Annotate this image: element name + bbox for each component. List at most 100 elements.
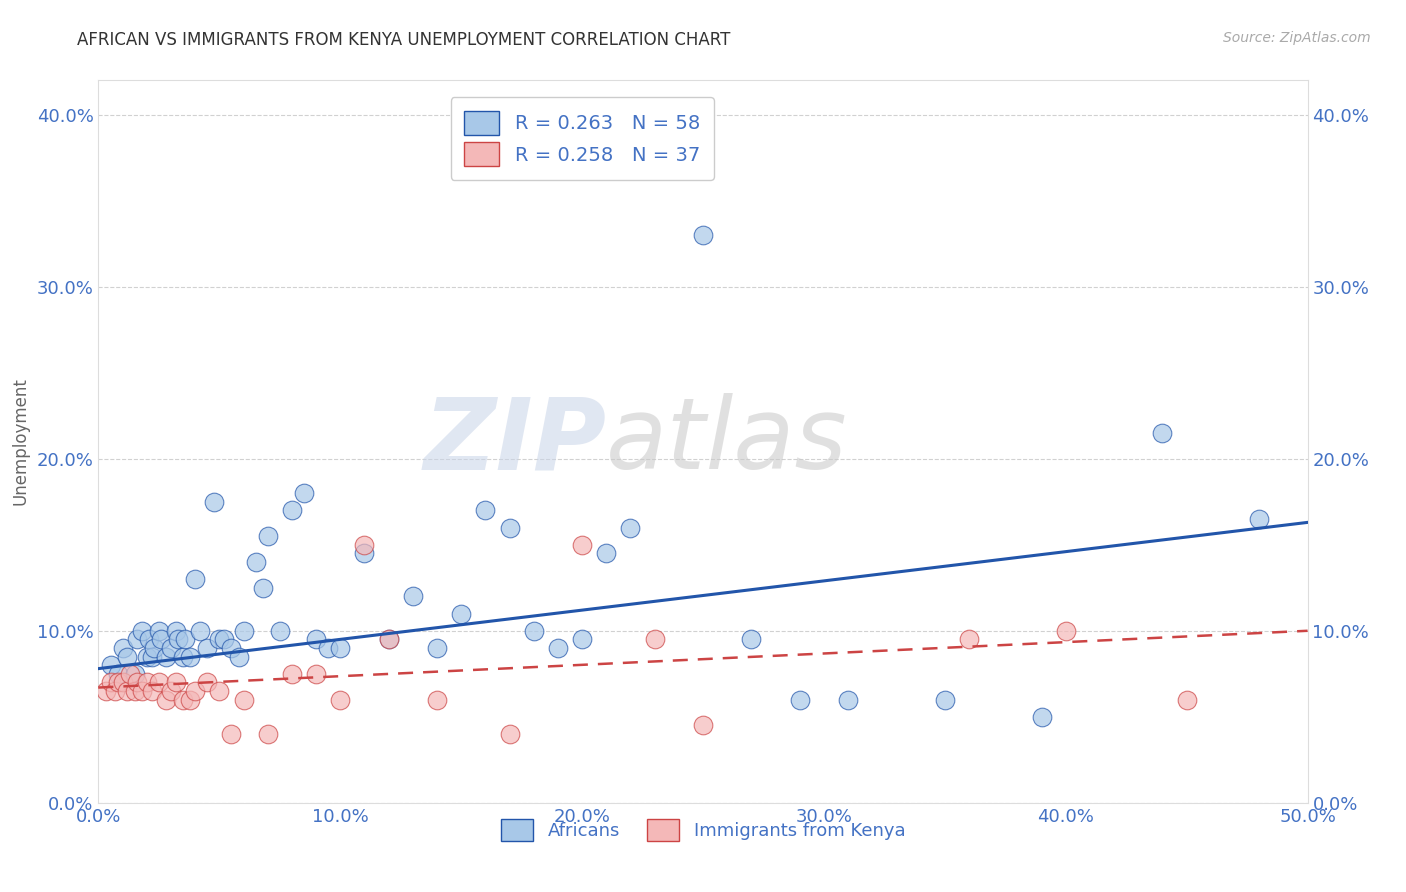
Point xyxy=(141,649,163,664)
Point xyxy=(221,640,243,655)
Point xyxy=(353,546,375,560)
Point xyxy=(179,692,201,706)
Point xyxy=(131,624,153,638)
Point xyxy=(450,607,472,621)
Point xyxy=(107,675,129,690)
Point xyxy=(135,649,157,664)
Point xyxy=(1031,710,1053,724)
Point xyxy=(547,640,569,655)
Point xyxy=(1175,692,1198,706)
Point xyxy=(131,684,153,698)
Point xyxy=(377,632,399,647)
Text: ZIP: ZIP xyxy=(423,393,606,490)
Point xyxy=(353,538,375,552)
Point xyxy=(172,692,194,706)
Point xyxy=(316,640,339,655)
Point xyxy=(155,649,177,664)
Point xyxy=(204,494,226,508)
Point xyxy=(221,727,243,741)
Point xyxy=(111,640,134,655)
Point xyxy=(208,632,231,647)
Point xyxy=(571,632,593,647)
Point xyxy=(188,624,211,638)
Point xyxy=(208,684,231,698)
Point xyxy=(184,684,207,698)
Point xyxy=(245,555,267,569)
Point xyxy=(305,666,328,681)
Text: atlas: atlas xyxy=(606,393,848,490)
Point xyxy=(498,727,520,741)
Point xyxy=(292,486,315,500)
Point xyxy=(281,503,304,517)
Point xyxy=(195,640,218,655)
Point xyxy=(329,692,352,706)
Point xyxy=(143,640,166,655)
Point xyxy=(127,675,149,690)
Point xyxy=(135,675,157,690)
Point xyxy=(160,640,183,655)
Point xyxy=(426,640,449,655)
Point xyxy=(692,718,714,732)
Point xyxy=(184,572,207,586)
Point xyxy=(172,649,194,664)
Point xyxy=(195,675,218,690)
Point xyxy=(740,632,762,647)
Point xyxy=(124,684,146,698)
Point xyxy=(934,692,956,706)
Point xyxy=(111,675,134,690)
Text: Source: ZipAtlas.com: Source: ZipAtlas.com xyxy=(1223,31,1371,45)
Point xyxy=(957,632,980,647)
Legend: Africans, Immigrants from Kenya: Africans, Immigrants from Kenya xyxy=(494,812,912,848)
Point xyxy=(165,675,187,690)
Point xyxy=(232,624,254,638)
Point xyxy=(107,666,129,681)
Point xyxy=(1054,624,1077,638)
Point xyxy=(269,624,291,638)
Point xyxy=(498,520,520,534)
Point xyxy=(160,684,183,698)
Point xyxy=(256,529,278,543)
Point xyxy=(100,658,122,673)
Point xyxy=(148,624,170,638)
Point xyxy=(138,632,160,647)
Point xyxy=(595,546,617,560)
Point xyxy=(141,684,163,698)
Point xyxy=(232,692,254,706)
Point xyxy=(94,684,117,698)
Point xyxy=(155,692,177,706)
Point xyxy=(212,632,235,647)
Point xyxy=(117,649,139,664)
Point xyxy=(179,649,201,664)
Point xyxy=(402,590,425,604)
Point xyxy=(127,632,149,647)
Point xyxy=(117,684,139,698)
Point xyxy=(167,632,190,647)
Point xyxy=(426,692,449,706)
Point xyxy=(329,640,352,655)
Point xyxy=(118,666,141,681)
Point xyxy=(837,692,859,706)
Point xyxy=(789,692,811,706)
Point xyxy=(104,684,127,698)
Point xyxy=(1249,512,1271,526)
Point xyxy=(692,228,714,243)
Point xyxy=(305,632,328,647)
Point xyxy=(619,520,641,534)
Point xyxy=(165,624,187,638)
Point xyxy=(1152,425,1174,440)
Point xyxy=(228,649,250,664)
Point xyxy=(644,632,666,647)
Point xyxy=(148,675,170,690)
Point xyxy=(150,632,173,647)
Point xyxy=(256,727,278,741)
Point xyxy=(174,632,197,647)
Point xyxy=(523,624,546,638)
Point xyxy=(252,581,274,595)
Point xyxy=(474,503,496,517)
Point xyxy=(281,666,304,681)
Y-axis label: Unemployment: Unemployment xyxy=(11,377,30,506)
Point xyxy=(377,632,399,647)
Point xyxy=(124,666,146,681)
Text: AFRICAN VS IMMIGRANTS FROM KENYA UNEMPLOYMENT CORRELATION CHART: AFRICAN VS IMMIGRANTS FROM KENYA UNEMPLO… xyxy=(77,31,731,49)
Point xyxy=(100,675,122,690)
